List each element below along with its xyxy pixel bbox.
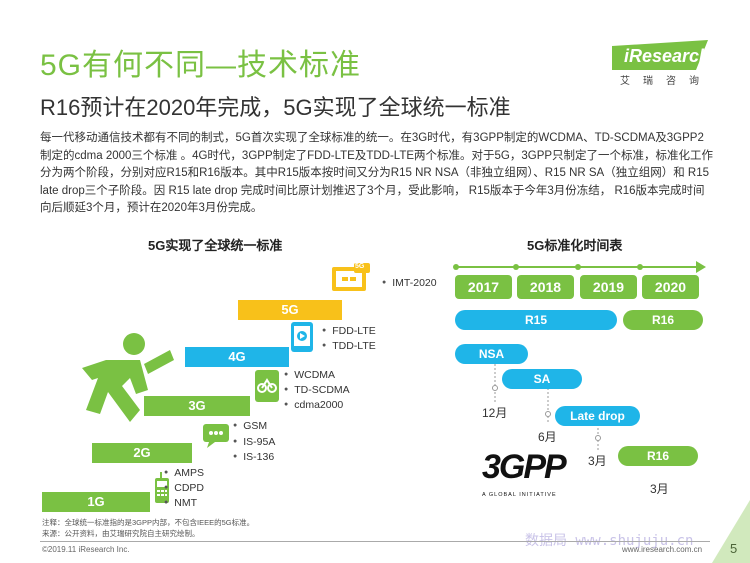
bar-r16-top: R16 (623, 310, 703, 330)
left-section-title: 5G实现了全球统一标准 (148, 238, 283, 253)
standard-1g-1: AMPS (164, 467, 204, 479)
sms-phone-icon (203, 424, 229, 448)
step-2g: 2G (92, 443, 192, 463)
page-subtitle: R16预计在2020年完成，5G实现了全球统一标准 (40, 95, 511, 120)
footer-divider (40, 541, 710, 542)
5g-screen-icon (332, 263, 370, 291)
step-5g: 5G (238, 300, 342, 320)
timeline-arrow (453, 261, 706, 273)
standard-2g-2: IS-95A (233, 436, 275, 448)
3gpp-logo: 3GPP (482, 448, 567, 486)
note-3-month-a: 3月 (588, 454, 607, 468)
timeline-markers (492, 364, 601, 452)
footnote: 注释：全球统一标准指的是3GPP内部，不包含IEEE的5G标准。 来源：公开资料… (42, 517, 254, 539)
standard-2g-1: GSM (233, 420, 267, 432)
website: www.iresearch.com.cn (622, 545, 703, 554)
note-3-month-b: 3月 (650, 482, 669, 496)
page-title: 5G有何不同—技术标准 (40, 49, 362, 82)
smartphone-bike-icon (255, 370, 279, 402)
standard-3g-1: WCDMA (284, 369, 335, 381)
description-paragraph: 每一代移动通信技术都有不同的制式，5G首次实现了全球标准的统一。在3G时代，有3… (40, 132, 714, 214)
standard-1g-2: CDPD (164, 482, 204, 494)
note-6-month: 6月 (538, 430, 557, 444)
standard-5g-1: IMT-2020 (382, 277, 436, 289)
bar-r16-bottom: R16 (618, 446, 698, 466)
right-section-title: 5G标准化时间表 (527, 238, 623, 253)
step-1g: 1G (42, 492, 150, 512)
bar-sa: SA (502, 369, 582, 389)
bar-r15: R15 (455, 310, 617, 330)
standard-4g-2: TDD-LTE (322, 340, 376, 352)
smartphone-play-icon (291, 322, 313, 352)
year-2018: 2018 (517, 275, 574, 299)
logo-subtitle: 艾瑞咨询 (620, 76, 712, 87)
5g-badge: 5G (355, 263, 365, 270)
year-2017: 2017 (455, 275, 512, 299)
standard-1g-3: NMT (164, 497, 197, 509)
standard-3g-2: TD-SCDMA (284, 384, 349, 396)
standard-4g-1: FDD-LTE (322, 325, 376, 337)
copyright: ©2019.11 iResearch Inc. (42, 545, 130, 554)
corner-decoration (712, 500, 750, 563)
step-3g: 3G (144, 396, 250, 416)
standard-2g-3: IS-136 (233, 451, 274, 463)
year-2019: 2019 (580, 275, 637, 299)
bar-late-drop: Late drop (555, 406, 640, 426)
year-2020: 2020 (642, 275, 699, 299)
footnote-note: 注释：全球统一标准指的是3GPP内部，不包含IEEE的5G标准。 (42, 518, 255, 527)
note-12-month: 12月 (482, 406, 508, 420)
3gpp-tagline: A GLOBAL INITIATIVE (482, 492, 557, 498)
step-4g: 4G (185, 347, 289, 367)
standard-3g-3: cdma2000 (284, 399, 343, 411)
footnote-source: 来源：公开资料，由艾瑞研究院自主研究绘制。 (42, 529, 200, 538)
iresearch-logo (612, 40, 708, 70)
logo-text: iResearch (624, 46, 711, 66)
runner-icon (82, 333, 174, 422)
page-number: 5 (730, 541, 738, 556)
bar-nsa: NSA (455, 344, 528, 364)
